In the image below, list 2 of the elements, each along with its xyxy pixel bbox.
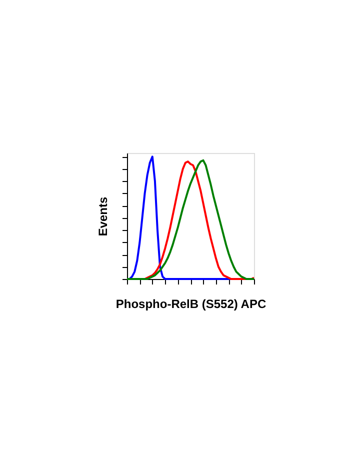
y-axis-title: Events	[96, 196, 110, 236]
x-axis-title: Phospho-RelB (S552) APC	[116, 297, 266, 311]
